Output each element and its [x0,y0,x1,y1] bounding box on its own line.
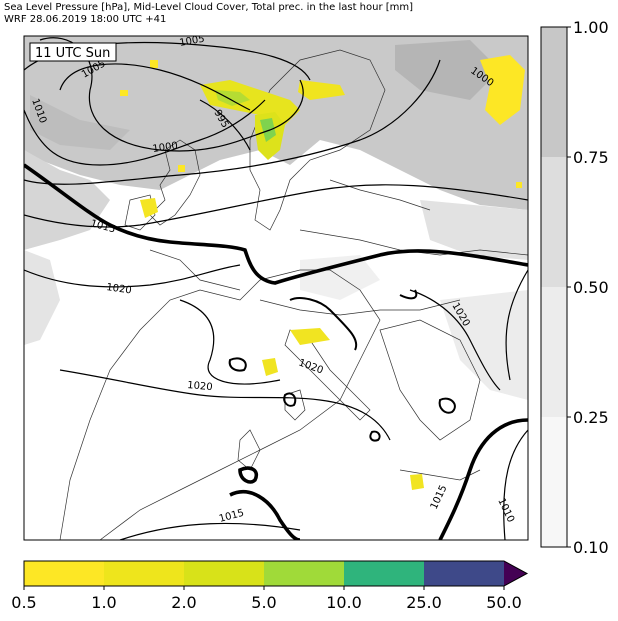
cloud-swatch-75-50 [541,157,567,287]
cloud-tick-label: 0.10 [573,538,609,557]
cloud-cover-colorbar: 1.00 0.75 0.50 0.25 0.10 [540,18,609,557]
precip-swatch-5 [424,561,504,586]
precip-swatch-0 [24,561,104,586]
isobar-label: 1020 [106,282,133,296]
precip-swatch-1 [104,561,184,586]
cloud-tick-label: 0.25 [573,408,609,427]
precip-tick-label: 1.0 [91,593,116,612]
model-run-info: WRF 28.06.2019 18:00 UTC +41 [4,14,167,25]
time-badge-label: 11 UTC Sun [35,46,110,61]
precip-swatch-2 [184,561,264,586]
isobar-lines [24,37,528,540]
precip-swatch-3 [264,561,344,586]
precip-tick-label: 50.0 [486,593,522,612]
cloud-tick-label: 0.50 [573,278,609,297]
precip-swatch-extend [504,561,527,586]
time-badge: 11 UTC Sun [29,42,117,62]
precip-tick-label: 5.0 [251,593,276,612]
cloud-swatch-50-25 [541,287,567,417]
precip-swatch-4 [344,561,424,586]
isobar-label: 1000 [152,141,179,155]
precip-tick-label: 10.0 [326,593,362,612]
cloud-swatch-25-10 [541,417,567,547]
precip-layer [120,55,525,490]
isobar-label: 1020 [187,380,213,393]
precip-colorbar: 0.5 1.0 2.0 5.0 10.0 25.0 50.0 [11,560,529,612]
map-frame [23,35,529,541]
cloud-tick-label: 0.75 [573,148,609,167]
cloud-swatch-100-75 [541,27,567,157]
precip-tick-label: 2.0 [171,593,196,612]
precip-tick-label: 25.0 [406,593,442,612]
chart-title: Sea Level Pressure [hPa], Mid-Level Clou… [4,2,414,13]
isobar-label: 1005 [179,34,206,49]
precip-tick-label: 0.5 [11,593,36,612]
cloud-tick-label: 1.00 [573,18,609,37]
